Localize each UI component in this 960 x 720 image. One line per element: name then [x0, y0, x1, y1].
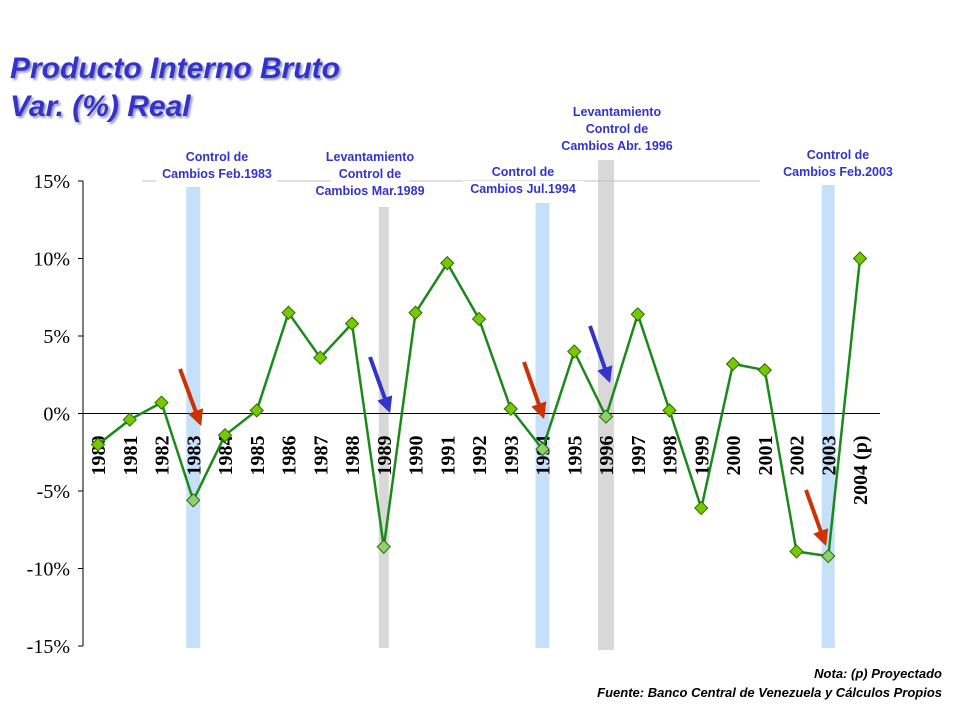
annotation-1994-line-1: Control de	[492, 165, 555, 179]
data-point-1980	[90, 437, 106, 452]
series-line	[97, 258, 862, 558]
y-tick-label-15: -15%	[27, 636, 70, 658]
data-point-1983	[186, 493, 201, 508]
data-point-1992	[471, 311, 487, 327]
data-point-1988	[344, 316, 360, 331]
y-tick-label-5: 5%	[43, 326, 70, 348]
x-tick-label-2000: 2000	[723, 436, 745, 476]
annotation-bg-1989-2	[309, 183, 431, 199]
x-tick-label-1992: 1992	[469, 436, 491, 476]
x-tick-label-1982: 1982	[152, 436, 174, 476]
data-point-2003	[821, 548, 836, 564]
data-point-2004-p	[852, 251, 868, 266]
data-point-1991	[440, 255, 455, 271]
annotation-bg-1983-1	[156, 166, 278, 182]
annotation-1983-line-1: Control de	[186, 150, 249, 164]
arrow-1994	[522, 361, 547, 420]
x-tick-label-1994: 1994	[533, 436, 555, 476]
annotation-bg-1996-0	[567, 104, 667, 120]
band-2003	[821, 185, 835, 648]
band-1994	[535, 203, 550, 648]
x-tick-label-1987: 1987	[310, 436, 332, 476]
y-tick-label-5: -5%	[37, 481, 70, 503]
data-point-1996	[598, 409, 614, 424]
data-point-1986	[281, 305, 296, 320]
x-tick-label-1983: 1983	[183, 436, 205, 476]
annotation-bg-1996-2	[552, 138, 682, 154]
x-tick-label-1990: 1990	[406, 436, 428, 476]
annotation-1989-line-3: Cambios Mar.1989	[315, 184, 424, 198]
y-tick-label-10: 10%	[33, 249, 70, 271]
arrow-2003	[804, 489, 829, 547]
band-1996	[598, 160, 614, 650]
x-tick-label-1985: 1985	[247, 436, 269, 476]
title-line-1: Producto Interno Bruto	[10, 52, 340, 85]
title-line-2: Var. (%) Real	[10, 90, 191, 123]
x-tick-label-2004-p: 2004 (p)	[850, 436, 872, 505]
data-point-1981	[122, 412, 137, 427]
annotation-2003-line-1: Control de	[807, 148, 870, 162]
y-tick-label-10: -10%	[27, 559, 70, 581]
notes: Nota: (p) Proyectado Fuente: Banco Centr…	[597, 664, 942, 702]
x-tick-label-1991: 1991	[437, 436, 459, 476]
x-tick-label-1988: 1988	[342, 436, 364, 476]
data-point-1998	[662, 403, 677, 418]
x-tick-label-1993: 1993	[501, 436, 523, 476]
x-tick-label-1997: 1997	[628, 436, 650, 476]
annotation-bg-1983-0	[178, 149, 256, 165]
x-tick-label-1981: 1981	[120, 436, 142, 476]
data-point-1995	[567, 344, 582, 359]
x-tick-label-1989: 1989	[374, 436, 396, 476]
x-tick-label-1999: 1999	[691, 436, 713, 476]
data-point-1994	[535, 441, 550, 457]
x-tick-label-1996: 1996	[596, 436, 618, 476]
data-point-1993	[503, 401, 518, 417]
y-tick-label-15: 15%	[33, 171, 70, 193]
annotation-2003-line-2: Cambios Feb.2003	[783, 165, 893, 179]
data-point-1982	[154, 395, 169, 410]
arrow-1996	[588, 325, 613, 384]
x-tick-label-1998: 1998	[660, 436, 682, 476]
data-point-1985	[249, 403, 264, 418]
data-point-1990	[408, 305, 423, 320]
annotation-1989-line-2: Control de	[339, 167, 402, 181]
annotation-1994-line-2: Cambios Jul.1994	[470, 182, 576, 196]
data-point-1999	[694, 500, 709, 516]
annotation-1996-line-3: Cambios Abr. 1996	[561, 139, 672, 153]
annotation-bg-1996-1	[578, 121, 656, 137]
annotation-1996-line-1: Levantamiento	[573, 105, 662, 119]
arrow-1989	[368, 356, 393, 414]
annotation-1996-line-2: Control de	[586, 122, 649, 136]
data-point-1997	[630, 307, 645, 322]
annotation-1989-line-1: Levantamiento	[326, 150, 415, 164]
data-point-1987	[313, 350, 328, 365]
y-tick-label-0: 0%	[43, 404, 70, 426]
annotation-1983-line-2: Cambios Feb.1983	[162, 167, 272, 181]
annotation-bg-2003-0	[799, 147, 877, 163]
data-point-2002	[789, 544, 804, 559]
x-tick-label-2001: 2001	[755, 436, 777, 476]
band-1989	[378, 207, 389, 648]
x-tick-label-1984: 1984	[215, 436, 237, 476]
annotation-bg-1989-1	[331, 166, 409, 182]
x-tick-label-2003: 2003	[818, 436, 840, 476]
data-point-2001	[757, 362, 772, 378]
x-tick-label-1986: 1986	[279, 436, 301, 476]
x-tick-label-2002: 2002	[787, 436, 809, 476]
page-title: Producto Interno Bruto Var. (%) Real	[10, 50, 340, 126]
x-tick-label-1995: 1995	[564, 436, 586, 476]
annotation-bg-2003-1	[777, 164, 899, 180]
data-point-2000	[725, 356, 741, 372]
data-point-1984	[217, 427, 233, 443]
source-note: Fuente: Banco Central de Venezuela y Cál…	[597, 685, 942, 700]
annotation-bg-1994-1	[462, 181, 584, 197]
annotation-bg-1989-0	[320, 149, 420, 165]
note-projected: Nota: (p) Proyectado	[814, 666, 942, 681]
data-point-1989	[376, 539, 391, 555]
annotation-bg-1994-0	[484, 164, 562, 180]
arrow-1983	[178, 368, 204, 427]
